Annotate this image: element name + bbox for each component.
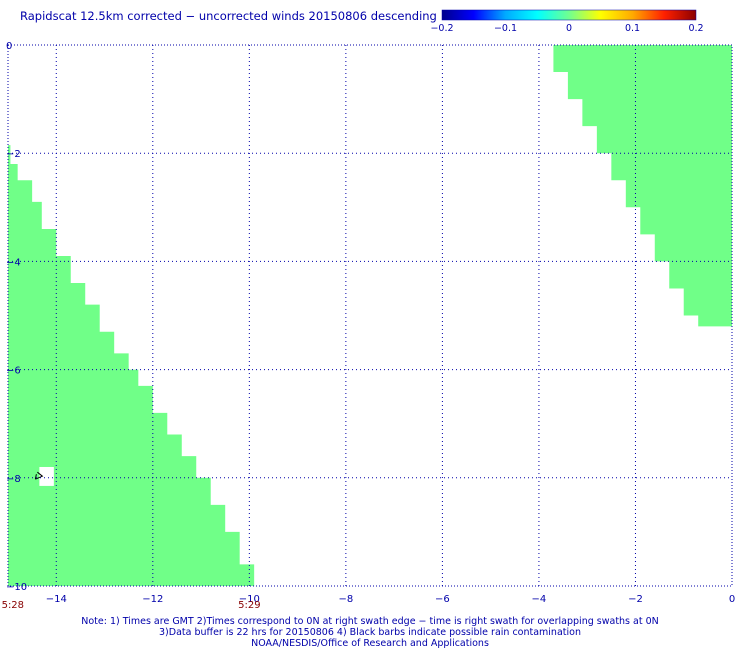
y-tick-label: −8 [6,474,21,485]
x-tick-label: −6 [435,594,450,605]
y-tick-label: −6 [6,366,21,377]
plot-frame [7,44,733,587]
note-line-2: 3)Data buffer is 22 hrs for 20150806 4) … [159,627,581,638]
rain-barb-0 [34,471,44,480]
figure-title: Rapidscat 12.5km corrected − uncorrected… [20,9,437,23]
x-tick-label: −14 [46,594,67,605]
colorbar-tick-label: 0.1 [625,23,640,34]
note-line-3: NOAA/NESDIS/Office of Research and Appli… [251,638,489,649]
time-label: 5:29 [238,600,260,611]
colorbar-tick-label: 0 [566,23,572,34]
colorbar-tick-label: −0.2 [430,23,453,34]
time-label: 5:28 [2,600,24,611]
x-tick-label: −8 [338,594,353,605]
y-tick-label: −10 [6,582,27,593]
x-tick-label: −10 [239,594,260,605]
x-tick-label: 0 [729,594,735,605]
swath-right [553,45,732,327]
y-tick-label: 0 [6,41,12,52]
note-line-1: Note: 1) Times are GMT 2)Times correspon… [81,616,659,627]
y-tick-label: −4 [6,257,21,268]
colorbar-tick-label: −0.1 [494,23,517,34]
colorbar-tick-label: 0.2 [688,23,703,34]
x-tick-label: −4 [532,594,547,605]
swath-gap-0 [39,466,54,486]
y-tick-label: −2 [6,149,21,160]
x-tick-label: −12 [142,594,163,605]
x-tick-label: −2 [628,594,643,605]
colorbar [441,9,697,21]
swath-left [8,145,269,586]
